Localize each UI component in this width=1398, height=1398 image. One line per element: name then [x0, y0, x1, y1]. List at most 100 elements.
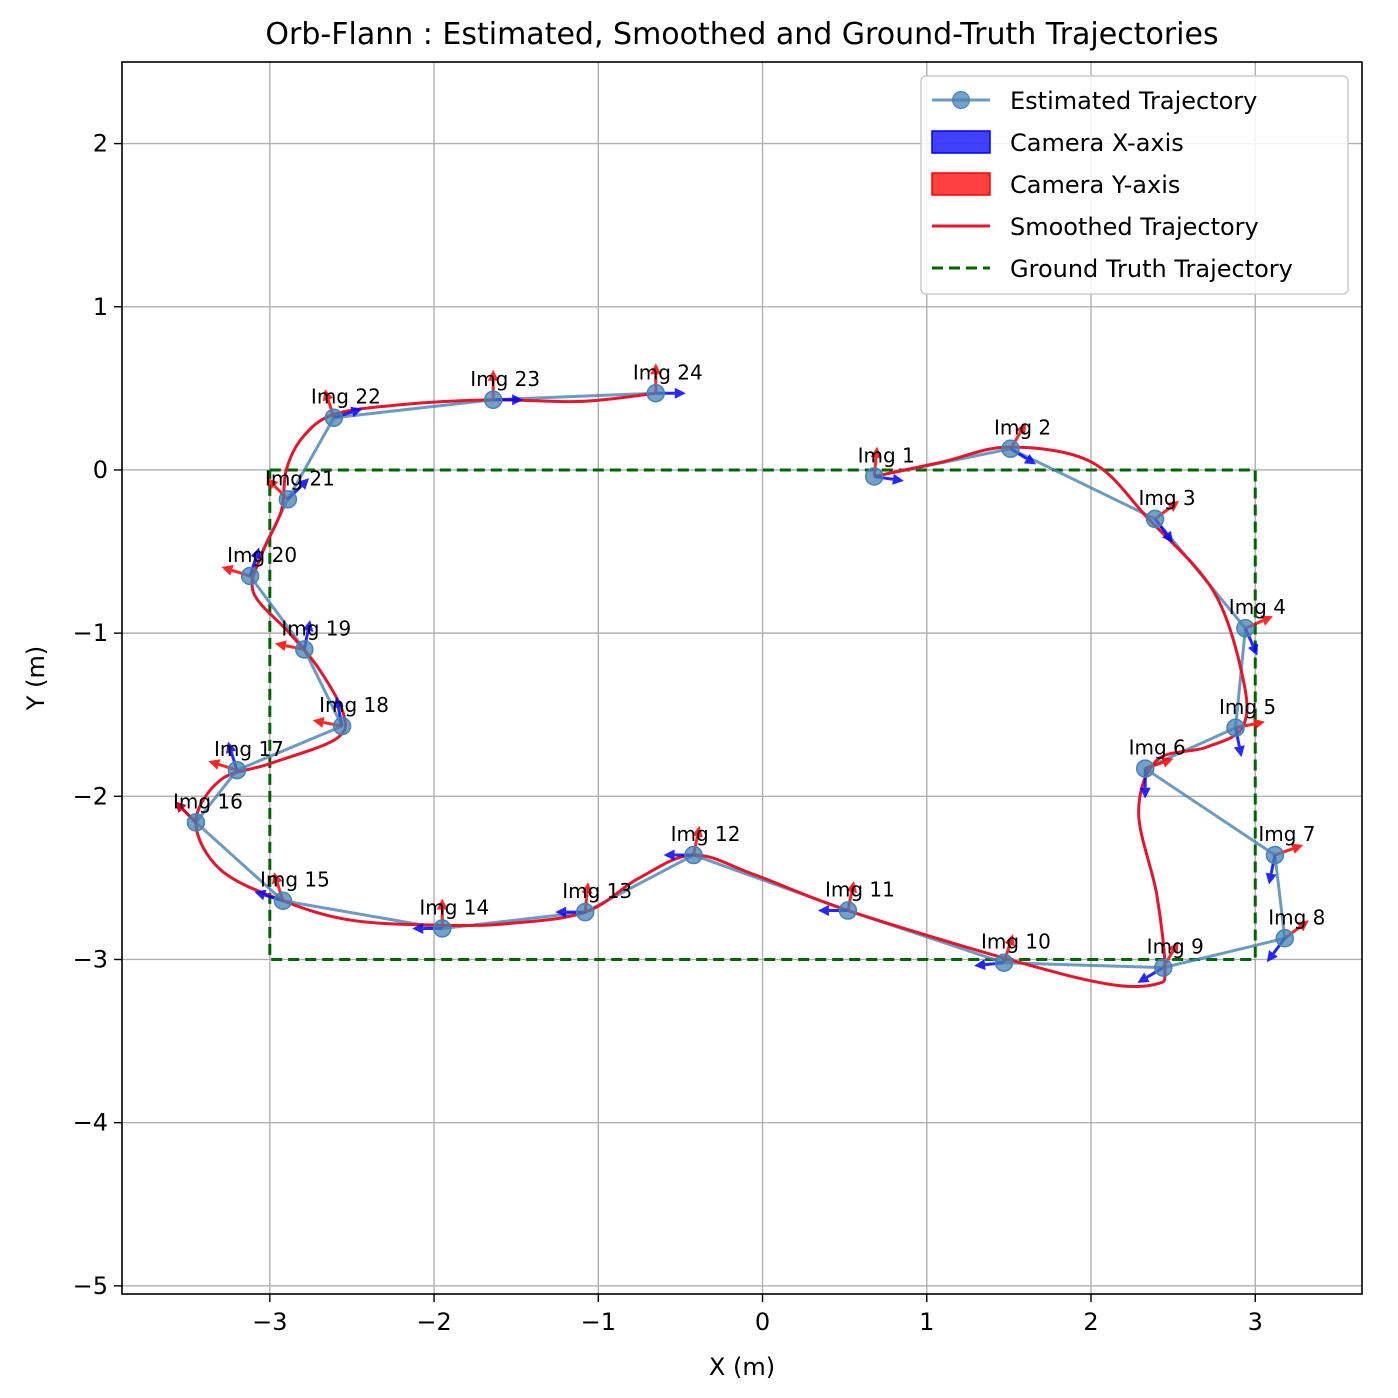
x-tick-label: −1 — [581, 1308, 616, 1336]
camera-y-arrow-head — [846, 881, 858, 894]
camera-y-arrow-head — [266, 478, 279, 490]
estimated-point — [838, 901, 858, 920]
legend-swatch-marker — [952, 91, 970, 109]
y-tick-label: 0 — [93, 456, 108, 484]
camera-x-arrow-head — [1023, 453, 1037, 465]
y-tick-label: 1 — [93, 293, 108, 321]
estimated-point — [575, 902, 595, 922]
camera-x-arrow-head — [350, 406, 363, 418]
legend: Estimated Trajectory Camera X-axis Camera … — [920, 75, 1349, 295]
estimated-point — [1236, 618, 1255, 638]
y-tick-label: −5 — [73, 1272, 108, 1300]
point-label: Img 18 — [319, 693, 389, 717]
estimated-point — [324, 408, 344, 427]
estimated-trajectory-line — [194, 391, 1287, 970]
point-label: Img 21 — [265, 466, 335, 490]
camera-y-arrow-head — [208, 759, 221, 770]
point-label: Img 1 — [858, 443, 915, 467]
estimated-point — [646, 384, 666, 403]
point-label: Img 4 — [1229, 595, 1286, 619]
estimated-point — [332, 716, 352, 736]
legend-label: Camera Y-axis — [1010, 171, 1180, 199]
estimated-point — [864, 467, 884, 486]
legend-label: Ground Truth Trajectory — [1010, 255, 1293, 283]
legend-entry: Camera Y-axis — [931, 171, 1180, 199]
estimated-point — [1154, 958, 1173, 977]
x-tick-label: −3 — [252, 1308, 287, 1336]
camera-y-arrow-head — [691, 825, 703, 838]
camera-x-arrow-head — [302, 620, 314, 632]
camera-y-arrow-head — [1253, 718, 1265, 730]
camera-x-arrow-head — [555, 906, 567, 918]
camera-x-arrow-head — [412, 922, 424, 934]
camera-x-arrow-head — [663, 849, 675, 861]
point-label: Img 24 — [633, 360, 703, 384]
camera-y-arrow-head — [581, 882, 593, 894]
camera-x-arrow-head — [332, 696, 344, 709]
camera-y-arrow-head — [1168, 941, 1179, 955]
legend-entry: Ground Truth Trajectory — [932, 255, 1293, 283]
y-tick-label: −1 — [73, 619, 108, 647]
point-label: Img 9 — [1147, 935, 1204, 959]
legend-swatch-patch — [931, 172, 991, 196]
camera-x-arrow-head — [250, 547, 262, 560]
camera-y-arrow-head — [1161, 757, 1174, 768]
camera-x-arrow-head — [226, 741, 237, 754]
smoothed-trajectory-line — [194, 391, 1249, 989]
camera-y-arrow-head — [322, 389, 334, 402]
legend-label: Camera X-axis — [1010, 129, 1184, 157]
point-label: Img 6 — [1129, 736, 1186, 760]
series-layer: Img 1 Img 2 Img 3 Img 4 Img 5 Img 6 Img 7 Img 8… — [173, 360, 1325, 989]
x-tick-label: 0 — [755, 1308, 770, 1336]
point-label: Img 7 — [1258, 822, 1315, 846]
camera-y-arrow-head — [1290, 843, 1304, 854]
camera-x-arrow-head — [1266, 950, 1278, 963]
legend-label: Estimated Trajectory — [1010, 87, 1257, 115]
estimated-point — [1275, 929, 1295, 948]
point-label: Img 20 — [227, 543, 297, 567]
estimated-point — [1265, 845, 1285, 865]
x-tick-label: 1 — [919, 1308, 934, 1336]
estimated-point — [684, 845, 703, 865]
point-label: Img 5 — [1219, 695, 1276, 719]
camera-y-arrow-head — [870, 446, 882, 459]
ground-truth-line — [268, 468, 1257, 961]
camera-y-arrow-head — [436, 898, 448, 910]
legend-swatch-patch — [931, 130, 991, 154]
camera-x-arrow-head — [892, 473, 904, 485]
camera-x-arrow-head — [1233, 745, 1245, 758]
y-axis-label: Y (m) — [22, 646, 50, 711]
x-tick-label: −2 — [416, 1308, 451, 1336]
camera-y-arrow-head — [1296, 920, 1309, 932]
estimated-point — [1135, 759, 1155, 778]
camera-y-arrow-head — [312, 717, 325, 728]
camera-y-arrow-head — [1166, 500, 1180, 512]
camera-x-arrow-head — [1265, 872, 1277, 885]
legend-box — [920, 75, 1349, 295]
camera-y-arrow-head — [487, 369, 499, 381]
legend-entry: Estimated Trajectory — [932, 87, 1257, 115]
point-label: Img 12 — [671, 822, 741, 846]
y-tick-label: −2 — [73, 782, 108, 810]
estimated-point — [1001, 439, 1020, 458]
point-label: Img 14 — [419, 895, 489, 919]
estimated-point — [273, 891, 293, 910]
estimated-point — [1226, 718, 1245, 738]
x-tick-label: 3 — [1248, 1308, 1263, 1336]
camera-x-arrow-head — [1247, 643, 1259, 656]
legend-entry: Camera X-axis — [931, 129, 1184, 157]
point-label: Img 2 — [994, 416, 1051, 440]
y-tick-label: −4 — [73, 1109, 108, 1137]
camera-x-arrow-head — [817, 905, 829, 917]
x-axis-label: X (m) — [709, 1353, 775, 1381]
chart-title: Orb-Flann : Estimated, Smoothed and Grou… — [265, 17, 1218, 52]
estimated-point — [483, 390, 503, 410]
y-tick-label: 2 — [93, 130, 108, 158]
camera-x-arrow-head — [254, 889, 267, 901]
camera-x-arrow-head — [1162, 530, 1174, 543]
camera-y-arrow-head — [221, 565, 234, 576]
camera-x-arrow-head — [674, 387, 686, 399]
camera-x-arrow-head — [1139, 787, 1151, 799]
